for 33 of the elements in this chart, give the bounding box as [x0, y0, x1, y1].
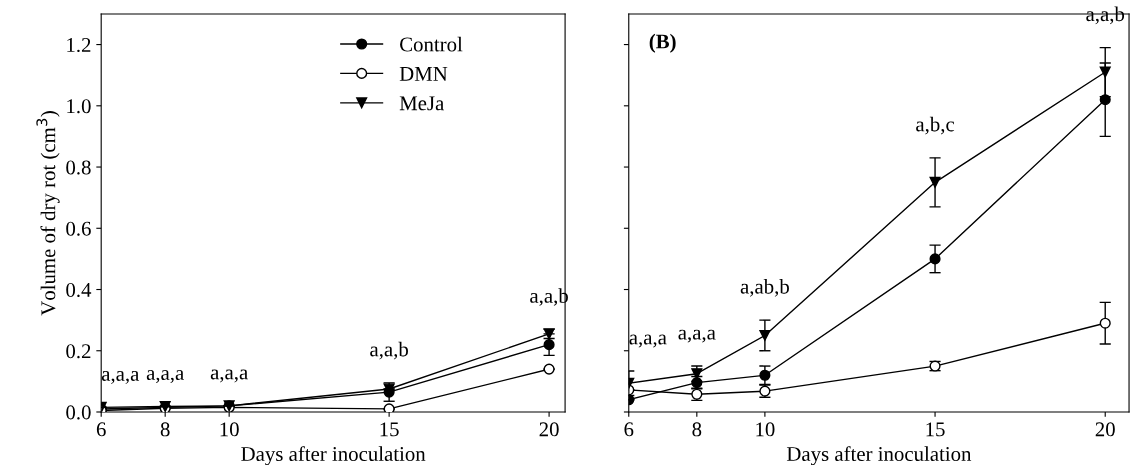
x-tick-label: 10 [220, 422, 239, 437]
y-tick-label: 0.4 [66, 282, 92, 298]
x-tick-label: 6 [96, 422, 106, 437]
annotation: a,a,a [146, 370, 184, 384]
annotation: a,a,a [210, 369, 248, 383]
legend-label: Control [400, 36, 463, 52]
annotation: a,a,a [629, 334, 667, 348]
annotation: a,a,b [370, 341, 408, 360]
legend-label: MeJa [399, 96, 445, 111]
x-axis-title: Days after inoculation [786, 446, 972, 465]
y-tick-label: 0.6 [66, 221, 91, 236]
x-tick-label: 8 [692, 422, 702, 437]
x-tick-label: 15 [926, 422, 945, 437]
y-tick-label: 0.0 [66, 405, 91, 420]
x-tick-label: 20 [1095, 422, 1115, 437]
y-tick-label: 0.2 [66, 344, 91, 359]
x-axis-title: Days after inoculation [241, 446, 426, 465]
y-axis-title: Volume of dry rot (cm$^{3}$) [36, 111, 60, 316]
y-tick-label: 1.0 [67, 99, 91, 114]
text: (B) [649, 33, 676, 53]
annotation: a,ab,b [740, 279, 789, 297]
y-tick-label: 1.2 [67, 38, 91, 53]
annotation: a,a,b [1086, 6, 1125, 25]
x-tick-label: 10 [756, 422, 775, 437]
annotation: a,b,c [916, 116, 955, 135]
annotation: a,a,a [678, 329, 716, 343]
x-tick-label: 20 [539, 422, 559, 437]
legend-label: DMN [399, 67, 448, 81]
x-tick-label: 15 [380, 422, 399, 437]
x-tick-label: 6 [624, 422, 634, 437]
annotation: a,a,a [101, 370, 140, 384]
y-tick-label: 0.8 [66, 160, 91, 175]
x-tick-label: 8 [160, 422, 170, 437]
